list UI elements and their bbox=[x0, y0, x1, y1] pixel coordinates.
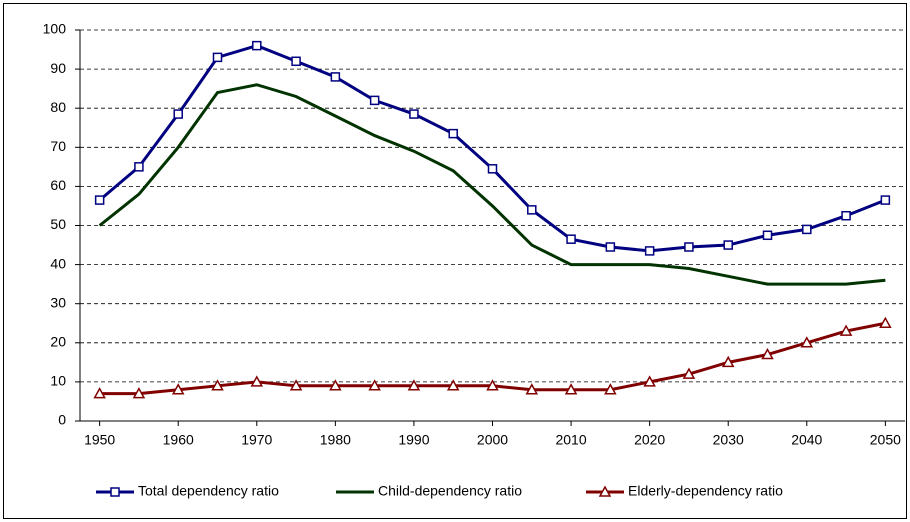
point-marker bbox=[171, 383, 185, 395]
legend-marker bbox=[598, 485, 612, 497]
point-marker bbox=[487, 164, 498, 174]
y-tick-label: 70 bbox=[50, 138, 66, 154]
point-marker bbox=[330, 72, 341, 82]
series-line bbox=[98, 83, 886, 286]
y-tick-label: 0 bbox=[58, 412, 66, 428]
point-marker bbox=[446, 379, 460, 391]
x-tick-label: 2030 bbox=[713, 432, 744, 448]
point-marker bbox=[94, 195, 105, 205]
x-tick-label: 2010 bbox=[555, 432, 586, 448]
x-tick-label: 1980 bbox=[320, 432, 351, 448]
point-marker bbox=[800, 336, 814, 348]
legend-label: Total dependency ratio bbox=[138, 483, 279, 499]
point-marker bbox=[252, 40, 262, 51]
point-marker bbox=[839, 324, 853, 336]
point-marker bbox=[684, 242, 694, 252]
y-tick-label: 40 bbox=[50, 255, 66, 271]
x-tick-label: 1970 bbox=[241, 432, 272, 448]
point-marker bbox=[880, 195, 891, 205]
x-tick-label: 2020 bbox=[634, 432, 665, 448]
point-marker bbox=[291, 56, 301, 67]
point-marker bbox=[134, 162, 144, 172]
point-marker bbox=[762, 230, 773, 241]
y-tick-label: 80 bbox=[50, 99, 66, 115]
point-marker bbox=[250, 375, 264, 387]
point-marker bbox=[173, 109, 183, 119]
x-tick-label: 2050 bbox=[870, 432, 901, 448]
x-tick-label: 2000 bbox=[477, 432, 508, 448]
y-tick-label: 100 bbox=[43, 21, 67, 37]
point-marker bbox=[564, 383, 578, 395]
legend-marker bbox=[110, 487, 120, 497]
point-marker bbox=[368, 379, 381, 391]
x-tick-label: 2040 bbox=[791, 432, 822, 448]
y-tick-label: 90 bbox=[50, 60, 66, 76]
point-marker bbox=[211, 379, 224, 391]
point-marker bbox=[604, 383, 617, 395]
point-marker bbox=[761, 347, 774, 360]
legend-label: Child-dependency ratio bbox=[378, 483, 522, 499]
point-marker bbox=[93, 387, 106, 399]
chart-border bbox=[3, 3, 907, 519]
point-marker bbox=[879, 316, 892, 328]
legend-label: Elderly-dependency ratio bbox=[628, 483, 783, 499]
y-tick-label: 50 bbox=[50, 216, 66, 232]
y-tick-label: 10 bbox=[50, 373, 66, 389]
point-marker bbox=[132, 387, 146, 399]
x-tick-label: 1990 bbox=[398, 432, 429, 448]
point-marker bbox=[605, 242, 616, 252]
point-marker bbox=[409, 109, 419, 119]
point-marker bbox=[369, 95, 380, 106]
point-marker bbox=[723, 240, 733, 250]
x-tick-label: 1960 bbox=[163, 432, 194, 448]
point-marker bbox=[721, 355, 735, 368]
point-marker bbox=[329, 379, 342, 391]
point-marker bbox=[682, 367, 696, 379]
point-marker bbox=[212, 52, 223, 63]
y-tick-label: 20 bbox=[50, 334, 66, 350]
point-marker bbox=[841, 210, 851, 221]
point-marker bbox=[525, 383, 539, 395]
point-marker bbox=[644, 246, 655, 256]
point-marker bbox=[486, 379, 499, 391]
point-marker bbox=[407, 379, 421, 391]
point-marker bbox=[527, 205, 537, 215]
point-marker bbox=[566, 234, 576, 244]
x-tick-label: 1950 bbox=[84, 432, 115, 448]
y-tick-label: 30 bbox=[50, 294, 66, 310]
y-tick-label: 60 bbox=[50, 177, 66, 193]
point-marker bbox=[289, 379, 303, 391]
point-marker bbox=[448, 128, 458, 139]
point-marker bbox=[643, 375, 656, 387]
point-marker bbox=[802, 224, 812, 235]
